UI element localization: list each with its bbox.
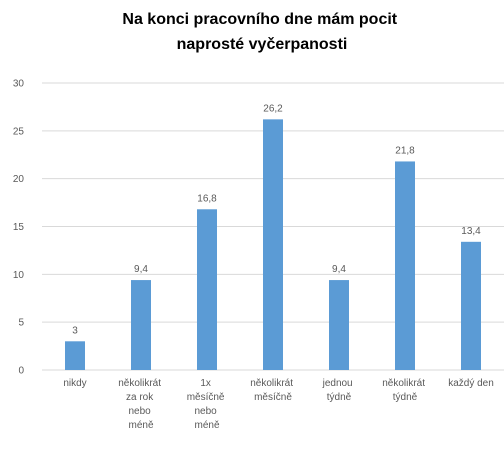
x-tick-label: několikrát za rok nebo méně [118, 378, 164, 431]
y-tick-label: 15 [13, 222, 25, 233]
x-tick-label: několikrát týdně [382, 378, 428, 403]
bar [131, 280, 151, 370]
bar [461, 241, 481, 370]
y-tick-label: 5 [18, 318, 24, 329]
y-tick-label: 20 [13, 174, 25, 185]
bar [263, 119, 283, 370]
y-tick-label: 10 [13, 270, 25, 281]
bar [329, 280, 349, 370]
chart-title: Na konci pracovního dne mám pocit napros… [122, 11, 401, 53]
data-label: 16,8 [197, 193, 217, 204]
x-tick-label: 1x měsíčně nebo méně [187, 378, 228, 431]
y-tick-label: 30 [13, 79, 25, 90]
x-tick-label: každý den [448, 378, 494, 389]
bar [65, 341, 85, 370]
data-label: 9,4 [134, 264, 148, 275]
data-label: 9,4 [332, 264, 346, 275]
data-label: 21,8 [395, 145, 415, 156]
bar [197, 209, 217, 370]
bar [395, 161, 415, 370]
x-tick-label: jednou týdně [322, 378, 356, 403]
x-tick-label: nikdy [63, 378, 86, 389]
y-tick-label: 0 [18, 366, 24, 377]
data-label: 3 [72, 325, 78, 336]
x-tick-label: několikrát měsíčně [250, 378, 296, 403]
y-tick-label: 25 [13, 126, 25, 137]
data-label: 13,4 [461, 226, 481, 237]
data-label: 26,2 [263, 103, 283, 114]
